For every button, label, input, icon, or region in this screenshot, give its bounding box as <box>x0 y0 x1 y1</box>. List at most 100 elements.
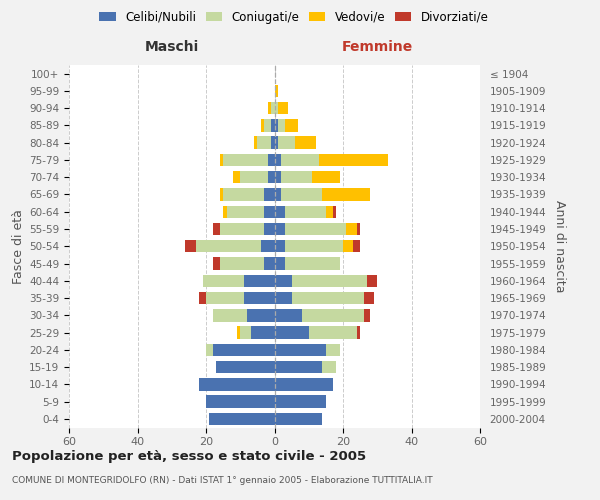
Bar <box>364 309 370 322</box>
Bar <box>278 102 288 115</box>
Bar <box>223 154 268 166</box>
Bar <box>343 240 353 252</box>
Bar <box>271 119 275 132</box>
Bar <box>275 240 285 252</box>
Bar <box>196 240 261 252</box>
Bar <box>264 188 275 200</box>
Bar <box>220 258 264 270</box>
Bar <box>247 309 275 322</box>
Bar <box>261 240 275 252</box>
Bar <box>275 344 326 356</box>
Bar <box>295 136 316 149</box>
Bar <box>203 274 244 287</box>
Bar <box>213 223 220 235</box>
Bar <box>285 206 326 218</box>
Bar <box>223 206 227 218</box>
Bar <box>302 309 364 322</box>
Y-axis label: Fasce di età: Fasce di età <box>12 209 25 284</box>
Legend: Celibi/Nubili, Coniugati/e, Vedovi/e, Divorziati/e: Celibi/Nubili, Coniugati/e, Vedovi/e, Di… <box>94 6 494 28</box>
Bar <box>271 136 275 149</box>
Bar <box>326 344 340 356</box>
Bar <box>206 292 244 304</box>
Bar <box>367 274 377 287</box>
Bar <box>268 171 275 183</box>
Bar <box>220 154 223 166</box>
Bar <box>275 223 285 235</box>
Bar <box>206 396 275 408</box>
Bar <box>244 274 275 287</box>
Bar <box>264 119 271 132</box>
Bar <box>275 309 302 322</box>
Bar <box>209 412 275 425</box>
Bar <box>185 240 196 252</box>
Bar <box>199 378 275 390</box>
Bar <box>220 188 223 200</box>
Bar <box>275 206 285 218</box>
Bar <box>275 119 278 132</box>
Bar <box>268 102 271 115</box>
Bar <box>353 240 360 252</box>
Bar <box>199 292 206 304</box>
Bar <box>244 292 275 304</box>
Bar <box>275 154 281 166</box>
Bar <box>237 326 240 339</box>
Bar <box>281 171 312 183</box>
Bar <box>275 171 281 183</box>
Bar <box>309 326 356 339</box>
Bar <box>322 188 370 200</box>
Bar <box>213 309 247 322</box>
Bar <box>240 171 268 183</box>
Bar <box>292 292 364 304</box>
Bar <box>227 206 264 218</box>
Bar <box>275 274 292 287</box>
Bar <box>285 223 346 235</box>
Bar <box>285 258 340 270</box>
Bar <box>285 119 298 132</box>
Bar <box>275 258 285 270</box>
Bar <box>220 223 264 235</box>
Bar <box>275 361 322 374</box>
Bar <box>264 223 275 235</box>
Bar <box>312 171 340 183</box>
Bar <box>213 258 220 270</box>
Bar <box>322 361 336 374</box>
Text: Popolazione per età, sesso e stato civile - 2005: Popolazione per età, sesso e stato civil… <box>12 450 366 463</box>
Bar <box>275 396 326 408</box>
Bar <box>206 344 213 356</box>
Bar <box>346 223 356 235</box>
Bar <box>275 188 281 200</box>
Bar <box>275 412 322 425</box>
Text: Maschi: Maschi <box>145 40 199 54</box>
Bar <box>333 206 336 218</box>
Bar <box>264 206 275 218</box>
Bar <box>268 154 275 166</box>
Bar <box>213 344 275 356</box>
Bar <box>292 274 367 287</box>
Text: Femmine: Femmine <box>341 40 413 54</box>
Bar <box>356 223 360 235</box>
Bar <box>216 361 275 374</box>
Text: COMUNE DI MONTEGRIDOLFO (RN) - Dati ISTAT 1° gennaio 2005 - Elaborazione TUTTITA: COMUNE DI MONTEGRIDOLFO (RN) - Dati ISTA… <box>12 476 433 485</box>
Bar <box>223 188 264 200</box>
Bar <box>275 378 333 390</box>
Bar <box>278 136 295 149</box>
Bar <box>275 102 278 115</box>
Y-axis label: Anni di nascita: Anni di nascita <box>553 200 566 292</box>
Bar <box>261 119 264 132</box>
Bar <box>251 326 275 339</box>
Bar <box>281 154 319 166</box>
Bar <box>275 292 292 304</box>
Bar <box>275 326 309 339</box>
Bar <box>264 258 275 270</box>
Bar <box>275 136 278 149</box>
Bar <box>257 136 271 149</box>
Bar <box>281 188 322 200</box>
Bar <box>278 119 285 132</box>
Bar <box>254 136 257 149</box>
Bar <box>271 102 275 115</box>
Bar <box>356 326 360 339</box>
Bar <box>364 292 374 304</box>
Bar <box>240 326 251 339</box>
Bar <box>233 171 240 183</box>
Bar <box>319 154 388 166</box>
